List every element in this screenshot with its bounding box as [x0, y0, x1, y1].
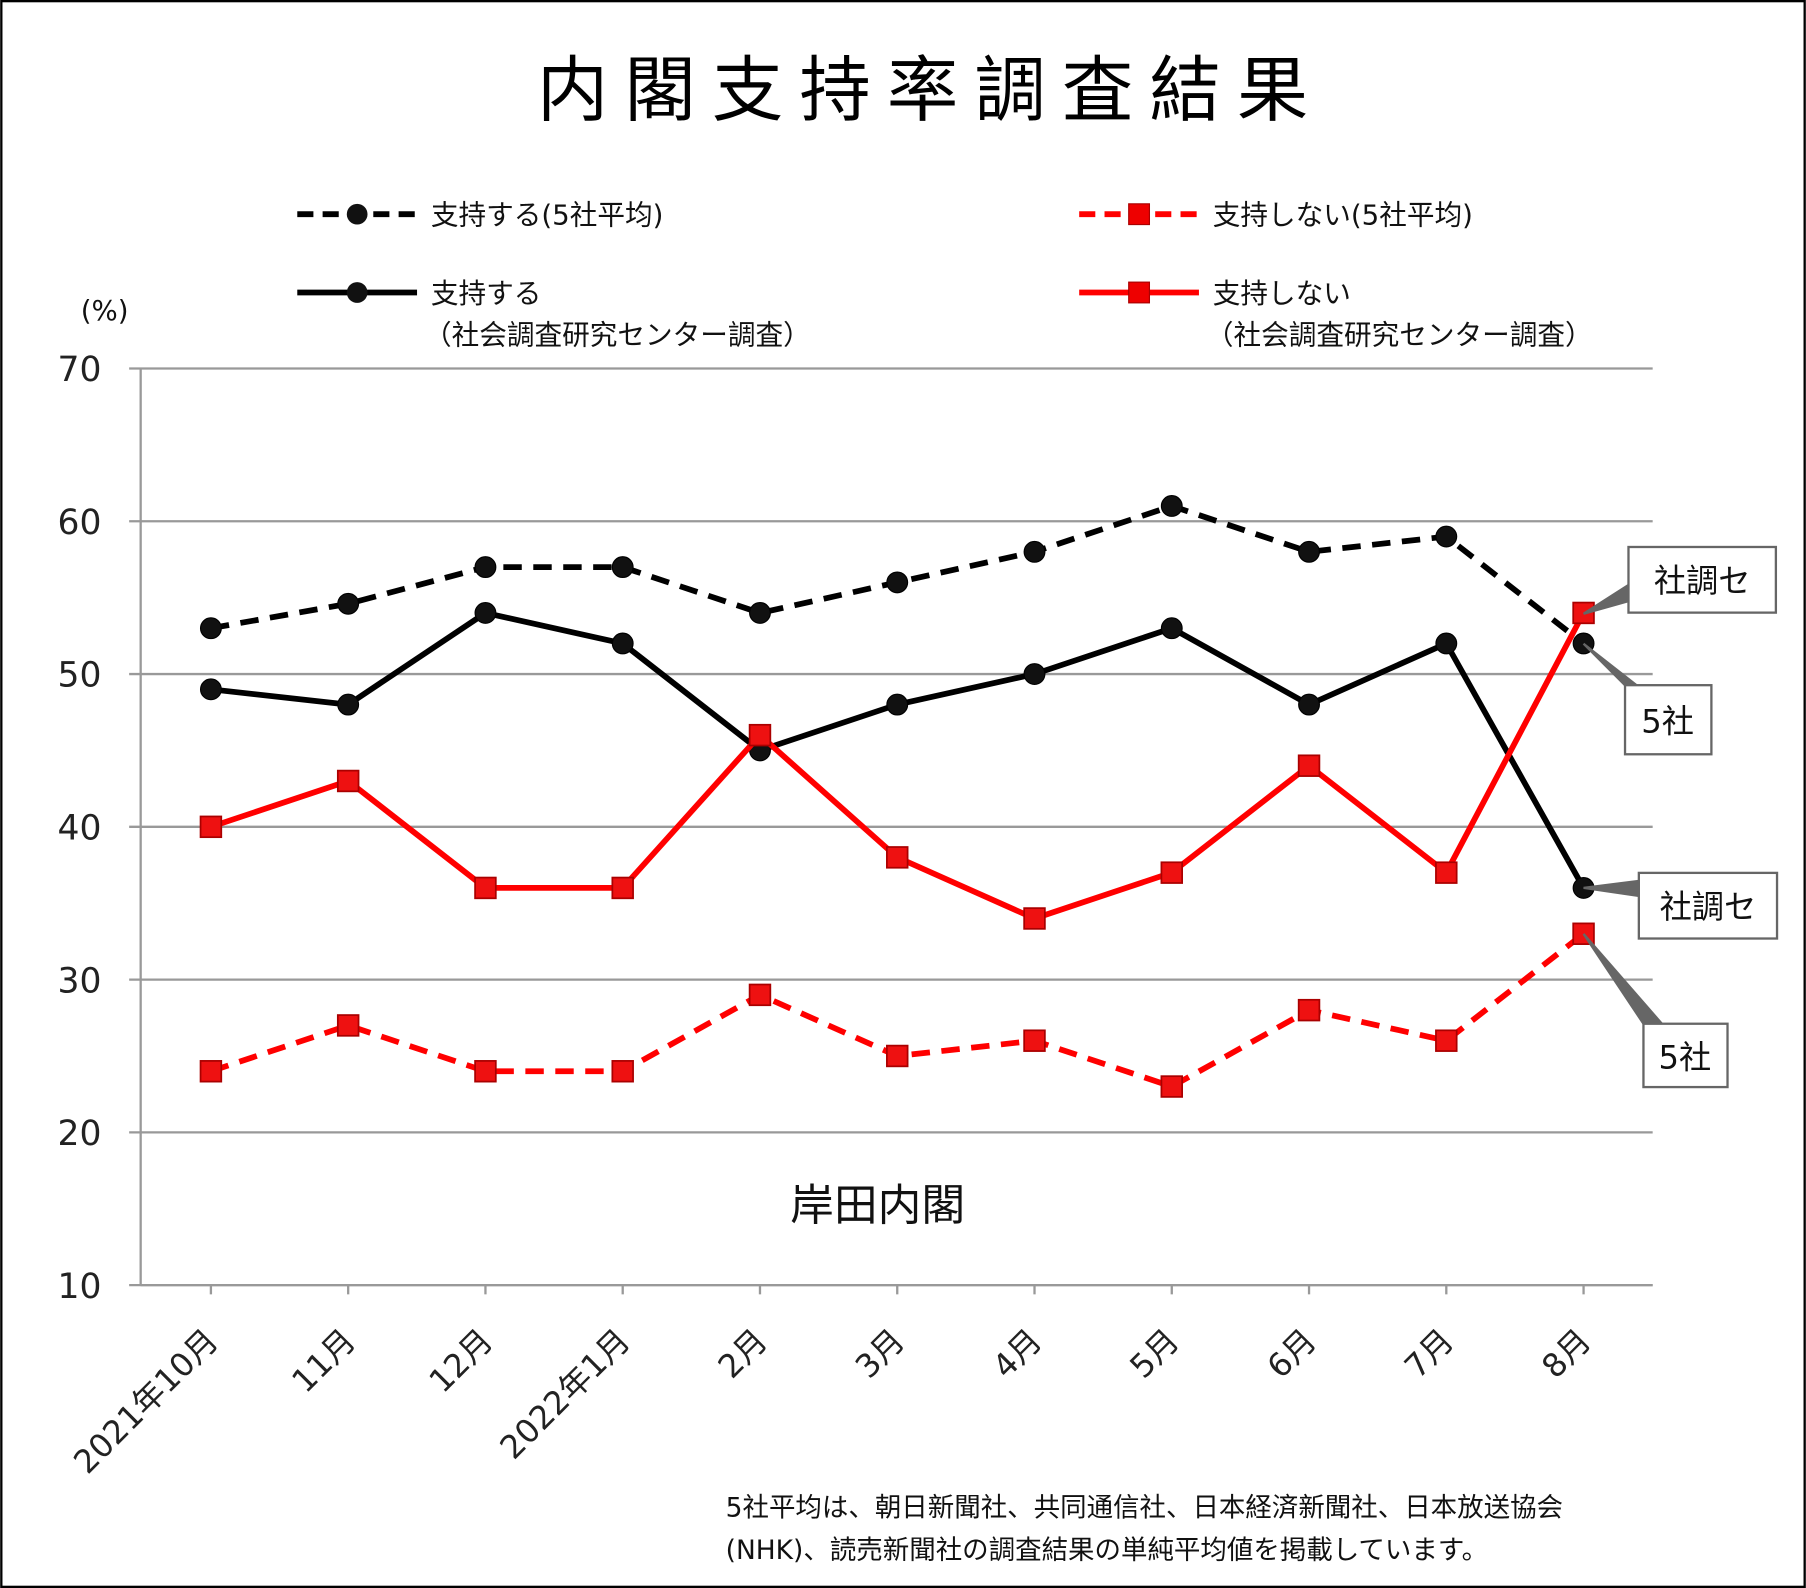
data-point: [474, 556, 497, 579]
y-axis: 70 60 50 40 30 20 10: [58, 350, 142, 1307]
data-point: [1023, 1029, 1046, 1052]
y-tick-label: 50: [58, 656, 102, 696]
legend-item-support-avg: 支持する(5社平均): [297, 199, 663, 232]
period-label: 岸田内閣: [790, 1181, 965, 1232]
callout-label: 5社: [1659, 1039, 1712, 1077]
y-tick-label: 30: [58, 961, 102, 1001]
data-point: [199, 1060, 223, 1083]
data-point: [611, 556, 634, 579]
data-point: [1160, 617, 1183, 640]
data-point: [886, 846, 909, 869]
callout-black-dashed: 5社: [1582, 642, 1713, 756]
data-point: [748, 723, 772, 747]
callout-red-dashed: 5社: [1582, 933, 1729, 1089]
data-point: [336, 1014, 360, 1037]
data-point: [1160, 495, 1183, 517]
series-group: [199, 495, 1595, 1098]
data-point: [474, 601, 497, 624]
data-point: [1297, 998, 1321, 1022]
data-point: [1435, 861, 1458, 884]
data-point: [1160, 861, 1184, 884]
legend-label-sub: （社会調査研究センター調査）: [424, 318, 811, 351]
legend-item-nonsupport-avg: 支持しない(5社平均): [1079, 199, 1473, 232]
data-point: [474, 876, 497, 900]
data-point: [1298, 693, 1320, 716]
data-point: [1023, 663, 1046, 685]
chart-title: 内閣支持率調査結果: [537, 49, 1324, 132]
legend-label: 支持しない(5社平均): [1213, 199, 1473, 232]
data-point: [1435, 1029, 1458, 1052]
data-point: [199, 815, 223, 839]
series-0: [199, 495, 1595, 655]
data-point: [474, 1060, 497, 1083]
callout-label: 社調セ: [1654, 562, 1751, 600]
circle-marker-icon: [346, 282, 368, 303]
data-point: [1023, 907, 1046, 930]
legend-label: 支持する(5社平均): [431, 199, 664, 232]
legend-label-sub: （社会調査研究センター調査）: [1206, 318, 1593, 351]
callouts: 社調セ 5社 社調セ 5社: [1582, 545, 1779, 1089]
data-point: [611, 876, 634, 900]
data-point: [1297, 754, 1321, 777]
data-point: [886, 571, 909, 594]
square-marker-icon: [1128, 203, 1151, 226]
data-point: [1435, 632, 1458, 655]
data-point: [1435, 525, 1458, 548]
data-point: [748, 983, 772, 1007]
legend: 支持する(5社平均) 支持しない(5社平均) 支持する （社会調査研究センター調…: [297, 199, 1593, 351]
data-point: [199, 617, 222, 640]
data-point: [611, 1060, 634, 1083]
callout-red-solid: 社調セ: [1582, 545, 1778, 615]
series-2: [199, 601, 1595, 899]
data-point: [336, 769, 360, 793]
data-point: [749, 601, 771, 624]
data-point: [337, 592, 360, 615]
data-point: [886, 1044, 909, 1068]
legend-label: 支持する: [431, 277, 542, 310]
data-point: [611, 632, 634, 655]
y-tick-label: 70: [58, 350, 102, 390]
data-point: [1298, 540, 1320, 563]
callout-label: 社調セ: [1660, 888, 1757, 926]
footnote-line-2: (NHK)、読売新聞社の調査結果の単純平均値を掲載しています。: [726, 1535, 1488, 1566]
y-axis-unit: (%): [81, 294, 129, 327]
callout-black-solid: 社調セ: [1583, 871, 1779, 940]
legend-item-nonsupport-ssrc: 支持しない （社会調査研究センター調査）: [1079, 277, 1593, 351]
y-tick-label: 40: [58, 808, 102, 848]
circle-marker-icon: [346, 203, 368, 225]
y-tick-label: 60: [58, 503, 102, 543]
legend-label: 支持しない: [1213, 277, 1351, 310]
data-point: [199, 678, 222, 701]
callout-label: 5社: [1641, 702, 1694, 740]
y-tick-label: 20: [58, 1114, 102, 1154]
data-point: [1023, 540, 1046, 563]
data-point: [886, 693, 909, 716]
legend-item-support-ssrc: 支持する （社会調査研究センター調査）: [297, 277, 811, 351]
series-3: [199, 601, 1595, 930]
data-point: [337, 693, 360, 716]
footnote-line-1: 5社平均は、朝日新聞社、共同通信社、日本経済新聞社、日本放送協会: [726, 1493, 1563, 1524]
square-marker-icon: [1128, 281, 1151, 304]
y-tick-label: 10: [58, 1267, 102, 1307]
data-point: [1160, 1075, 1184, 1098]
